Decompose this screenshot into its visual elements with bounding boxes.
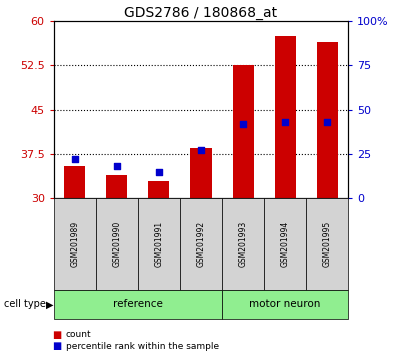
- Text: reference: reference: [113, 299, 163, 309]
- Bar: [64, 166, 85, 198]
- Point: [240, 121, 246, 127]
- Text: percentile rank within the sample: percentile rank within the sample: [66, 342, 219, 351]
- Point: [324, 119, 330, 125]
- Text: motor neuron: motor neuron: [250, 299, 321, 309]
- Text: ▶: ▶: [46, 299, 53, 309]
- Point: [282, 119, 288, 125]
- Point: [198, 148, 204, 153]
- Text: GSM201993: GSM201993: [238, 221, 248, 267]
- Point: [156, 169, 162, 175]
- Bar: [191, 148, 211, 198]
- Text: GSM201991: GSM201991: [154, 221, 164, 267]
- Bar: [275, 36, 296, 198]
- Text: GSM201990: GSM201990: [112, 221, 121, 267]
- Text: ■: ■: [52, 330, 61, 339]
- Bar: [232, 65, 254, 198]
- Title: GDS2786 / 180868_at: GDS2786 / 180868_at: [125, 6, 277, 20]
- Bar: [317, 42, 338, 198]
- Bar: [148, 181, 170, 198]
- Text: GSM201992: GSM201992: [197, 221, 205, 267]
- Bar: [106, 175, 127, 198]
- Text: GSM201989: GSM201989: [70, 221, 79, 267]
- Text: count: count: [66, 330, 91, 339]
- Point: [114, 164, 120, 169]
- Text: cell type: cell type: [4, 299, 46, 309]
- Text: GSM201994: GSM201994: [281, 221, 290, 267]
- Text: ■: ■: [52, 341, 61, 351]
- Point: [72, 156, 78, 162]
- Text: GSM201995: GSM201995: [323, 221, 332, 267]
